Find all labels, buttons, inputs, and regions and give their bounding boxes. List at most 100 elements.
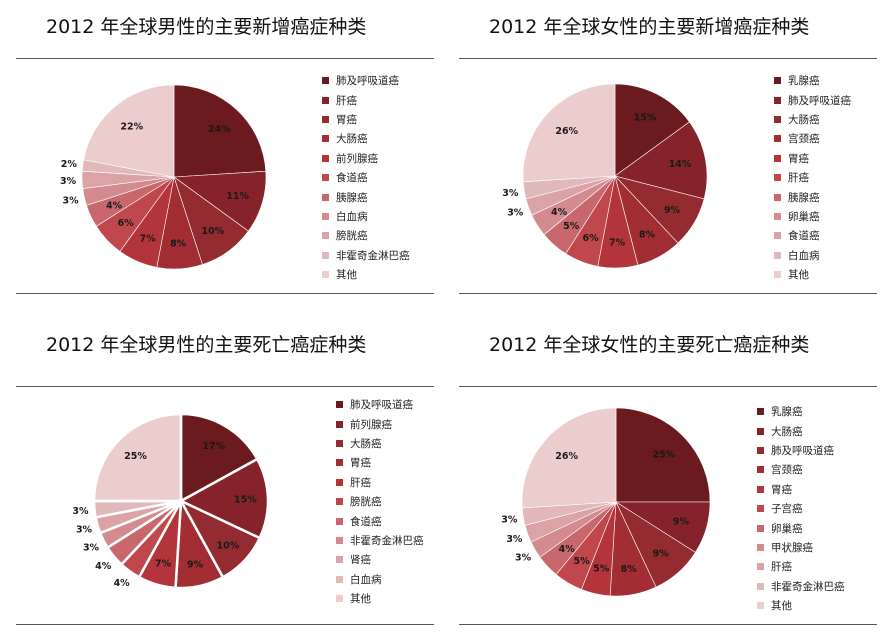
legend-label: 宫颈癌 [771, 464, 803, 477]
pie-slice-label: 9% [664, 205, 681, 216]
title-divider [16, 386, 434, 387]
legend-item: 白血病 [336, 570, 424, 589]
legend-swatch [336, 556, 343, 564]
pie-slice-1 [615, 407, 711, 503]
pie-slice-label: 3% [72, 506, 89, 517]
chart-title: 2012 年全球女性的主要死亡癌症种类 [489, 334, 810, 356]
legend-label: 前列腺癌 [336, 152, 378, 165]
legend-item: 膀胱癌 [322, 226, 410, 245]
legend-label: 肝癌 [771, 561, 792, 574]
pie-slice-label: 10% [202, 226, 225, 237]
legend-swatch [774, 154, 781, 162]
chart-title: 2012 年全球男性的主要新增癌症种类 [46, 16, 367, 38]
pie-slice-label: 7% [155, 558, 172, 569]
legend-swatch [336, 517, 343, 525]
pie-slice-label: 26% [555, 126, 578, 137]
legend-item: 肺及呼吸道癌 [322, 71, 410, 90]
pie-slice-label: 9% [187, 559, 204, 570]
pie-slice-label: 5% [573, 556, 590, 567]
legend-item: 乳腺癌 [774, 71, 851, 90]
pie-slice-label: 9% [673, 516, 690, 527]
legend-label: 乳腺癌 [771, 406, 803, 419]
legend-label: 肺及呼吸道癌 [350, 399, 413, 412]
legend-item: 大肠癌 [322, 129, 410, 148]
bottom-divider [459, 293, 877, 294]
legend-label: 肾癌 [350, 554, 371, 567]
pie-slice-label: 8% [639, 230, 656, 241]
legend-item: 胃癌 [774, 149, 851, 168]
legend-swatch [336, 439, 343, 447]
title-divider [16, 58, 434, 59]
legend-swatch [336, 575, 343, 583]
pie-slice-label: 4% [114, 578, 131, 589]
legend-item: 胃癌 [322, 110, 410, 129]
legend-label: 胃癌 [350, 457, 371, 470]
pie-slice-label: 5% [563, 221, 580, 232]
legend-item: 大肠癌 [336, 434, 424, 453]
chart-title: 2012 年全球女性的主要新增癌症种类 [489, 16, 810, 38]
legend-swatch [322, 135, 329, 143]
legend-swatch [336, 536, 343, 544]
legend-swatch [757, 485, 764, 493]
legend-label: 胃癌 [788, 152, 809, 165]
legend-label: 乳腺癌 [788, 75, 820, 88]
chart-panel-female-new: 2012 年全球女性的主要新增癌症种类 15% 14% 9% 8% 7% 6% 5% 4% 3%… [449, 2, 877, 302]
legend-swatch [757, 563, 764, 571]
chart-panel-male-death: 2012 年全球男性的主要死亡癌症种类 17% 15% 10% 9% 7% 4% 4% 3% 3… [6, 320, 434, 625]
legend-item: 肝癌 [336, 473, 424, 492]
legend-swatch [336, 595, 343, 603]
legend-item: 其他 [322, 265, 410, 284]
pie-slice-label: 3% [515, 552, 532, 563]
legend-swatch [757, 543, 764, 551]
legend-item: 卵巢癌 [757, 518, 845, 537]
legend-label: 卵巢癌 [771, 522, 803, 535]
legend-label: 胃癌 [771, 483, 792, 496]
legend-item: 大肠癌 [757, 421, 845, 440]
legend-item: 其他 [336, 589, 424, 608]
legend-swatch [757, 446, 764, 454]
pie-slice-label: 3% [62, 196, 79, 207]
legend-swatch [757, 427, 764, 435]
legend-label: 其他 [771, 600, 792, 613]
pie-slice-label: 2% [61, 159, 78, 170]
chart-legend: 乳腺癌 大肠癌 肺及呼吸道癌 宫颈癌 胃癌 子宫癌 卵巢癌 甲状腺癌 肝癌 非霍奇金淋巴癌 其他 [757, 402, 845, 615]
legend-label: 膀胱癌 [336, 230, 368, 243]
legend-label: 其他 [350, 593, 371, 606]
pie-slice-label: 24% [208, 124, 231, 135]
legend-swatch [757, 466, 764, 474]
legend-item: 食道癌 [322, 168, 410, 187]
legend-label: 子宫癌 [771, 503, 803, 516]
legend-label: 非霍奇金淋巴癌 [336, 249, 410, 262]
pie-slice-label: 25% [652, 450, 675, 461]
legend-label: 大肠癌 [350, 437, 382, 450]
legend-swatch [774, 96, 781, 104]
legend-label: 肺及呼吸道癌 [336, 75, 399, 88]
legend-item: 膀胱癌 [336, 492, 424, 511]
legend-item: 前列腺癌 [322, 149, 410, 168]
pie-slice-11 [522, 83, 616, 183]
legend-item: 宫颈癌 [774, 129, 851, 148]
legend-item: 肾癌 [336, 550, 424, 569]
pie-slice-2 [178, 457, 270, 540]
legend-label: 大肠癌 [788, 113, 820, 126]
legend-item: 白血病 [322, 207, 410, 226]
legend-swatch [757, 524, 764, 532]
legend-label: 其他 [788, 269, 809, 282]
legend-swatch [774, 77, 781, 85]
legend-swatch [336, 420, 343, 428]
legend-label: 白血病 [336, 210, 368, 223]
pie-slice-label: 6% [118, 218, 135, 229]
legend-swatch [336, 478, 343, 486]
pie-slice-label: 6% [583, 233, 600, 244]
pie-slice-label: 4% [559, 544, 576, 555]
legend-swatch [757, 408, 764, 416]
legend-swatch [774, 174, 781, 182]
pie-slice-label: 15% [234, 494, 257, 505]
legend-swatch [336, 401, 343, 409]
legend-label: 非霍奇金淋巴癌 [350, 534, 424, 547]
pie-slice-label: 7% [140, 233, 157, 244]
pie-slice-label: 4% [95, 561, 112, 572]
pie-slice-label: 14% [669, 159, 692, 170]
legend-item: 肺及呼吸道癌 [774, 90, 851, 109]
pie-slice-1 [614, 83, 690, 177]
